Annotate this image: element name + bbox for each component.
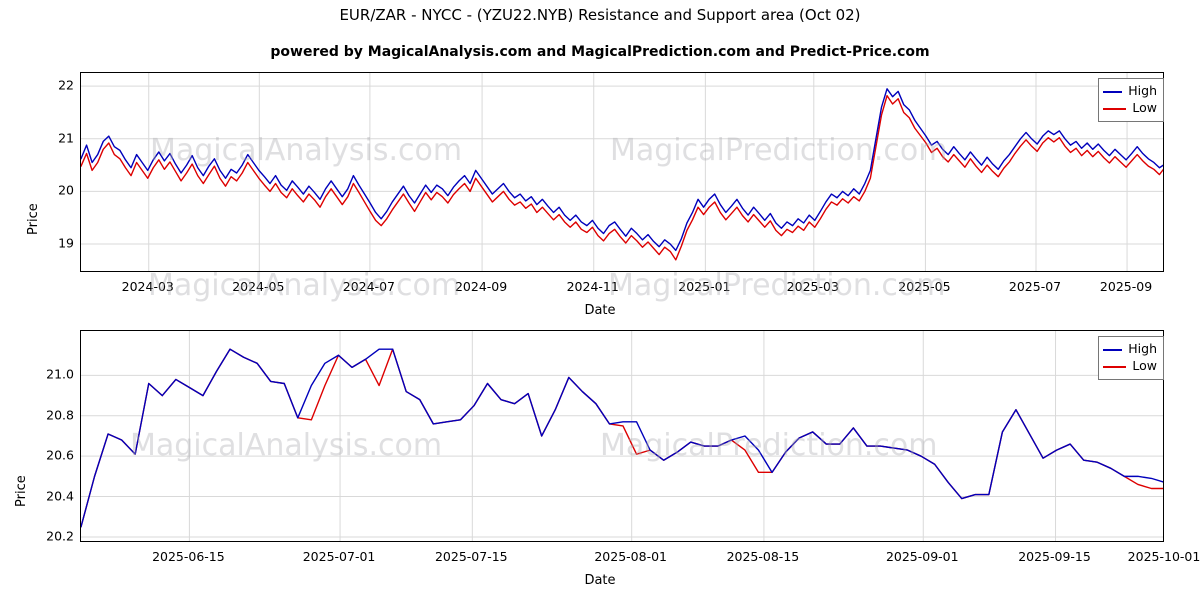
x-tick-label: 2025-05 [898,279,951,294]
x-tick-label: 2025-03 [786,279,839,294]
upper-plot-area [80,72,1164,272]
upper-x-axis-label: Date [584,303,616,318]
legend-swatch-high [1103,348,1123,351]
legend-swatch-low [1103,365,1127,368]
x-tick-label: 2025-08-01 [594,549,667,564]
upper-series-svg [81,73,1163,271]
upper-y-axis-label: Price [26,203,41,235]
x-tick-label: 2025-01 [678,279,731,294]
lower-x-axis-label: Date [584,573,616,588]
lower-chart-panel: Price 2025-06-15 2025-07-01 2025-07-15 2025… [0,322,1200,592]
x-tick-label: 2024-05 [232,279,285,294]
y-tick-label: 21 [58,130,74,146]
lower-plot-area [80,330,1164,542]
x-tick-label: 2025-07-01 [302,549,376,564]
y-tick-label: 20.4 [46,488,74,504]
lower-y-axis-label: Price [14,475,29,507]
upper-chart-panel: Price 2024-03 2024-05 2024-07 2024-09 2024-1… [0,60,1200,318]
legend-swatch-low [1103,107,1127,110]
legend-item-high: High [1103,83,1157,100]
y-tick-label: 20 [58,182,74,198]
series-line-low [81,94,1163,261]
legend-item-high: High [1103,341,1157,358]
y-tick-label: 19 [58,235,74,251]
legend-label-high: High [1128,341,1157,357]
x-tick-label: 2025-09 [1099,279,1153,294]
series-line-high [81,348,1163,528]
lower-legend: High Low [1098,336,1164,380]
y-tick-label: 20.2 [46,528,74,544]
legend-label-low: Low [1132,100,1157,116]
x-tick-label: 2025-08-15 [726,549,800,564]
x-tick-label: 2024-11 [566,279,619,294]
x-tick-label: 2025-07-15 [434,549,508,564]
x-tick-label: 2024-07 [342,279,395,294]
x-tick-label: 2024-09 [454,279,508,294]
series-line-high [81,88,1163,252]
x-tick-label: 2024-03 [121,279,174,294]
x-tick-label: 2025-09-01 [885,549,959,564]
x-tick-label: 2025-06-15 [152,549,225,564]
x-tick-label: 2025-07 [1008,279,1062,294]
y-tick-label: 20.8 [46,407,74,423]
legend-item-low: Low [1103,100,1157,117]
lower-series-svg [81,331,1163,541]
page-title: EUR/ZAR - NYCC - (YZU22.NYB) Resistance … [339,6,861,24]
legend-swatch-high [1103,90,1123,93]
y-tick-label: 21.0 [46,366,74,382]
x-tick-label: 2025-09-15 [1018,549,1091,564]
x-tick-label: 2025-10-01 [1127,549,1200,564]
y-tick-label: 22 [58,77,74,93]
legend-label-high: High [1128,83,1157,99]
page-subtitle: powered by MagicalAnalysis.com and Magic… [270,44,930,60]
upper-legend: High Low [1098,78,1164,122]
legend-label-low: Low [1132,358,1157,374]
y-tick-label: 20.6 [46,447,74,463]
legend-item-low: Low [1103,358,1157,375]
